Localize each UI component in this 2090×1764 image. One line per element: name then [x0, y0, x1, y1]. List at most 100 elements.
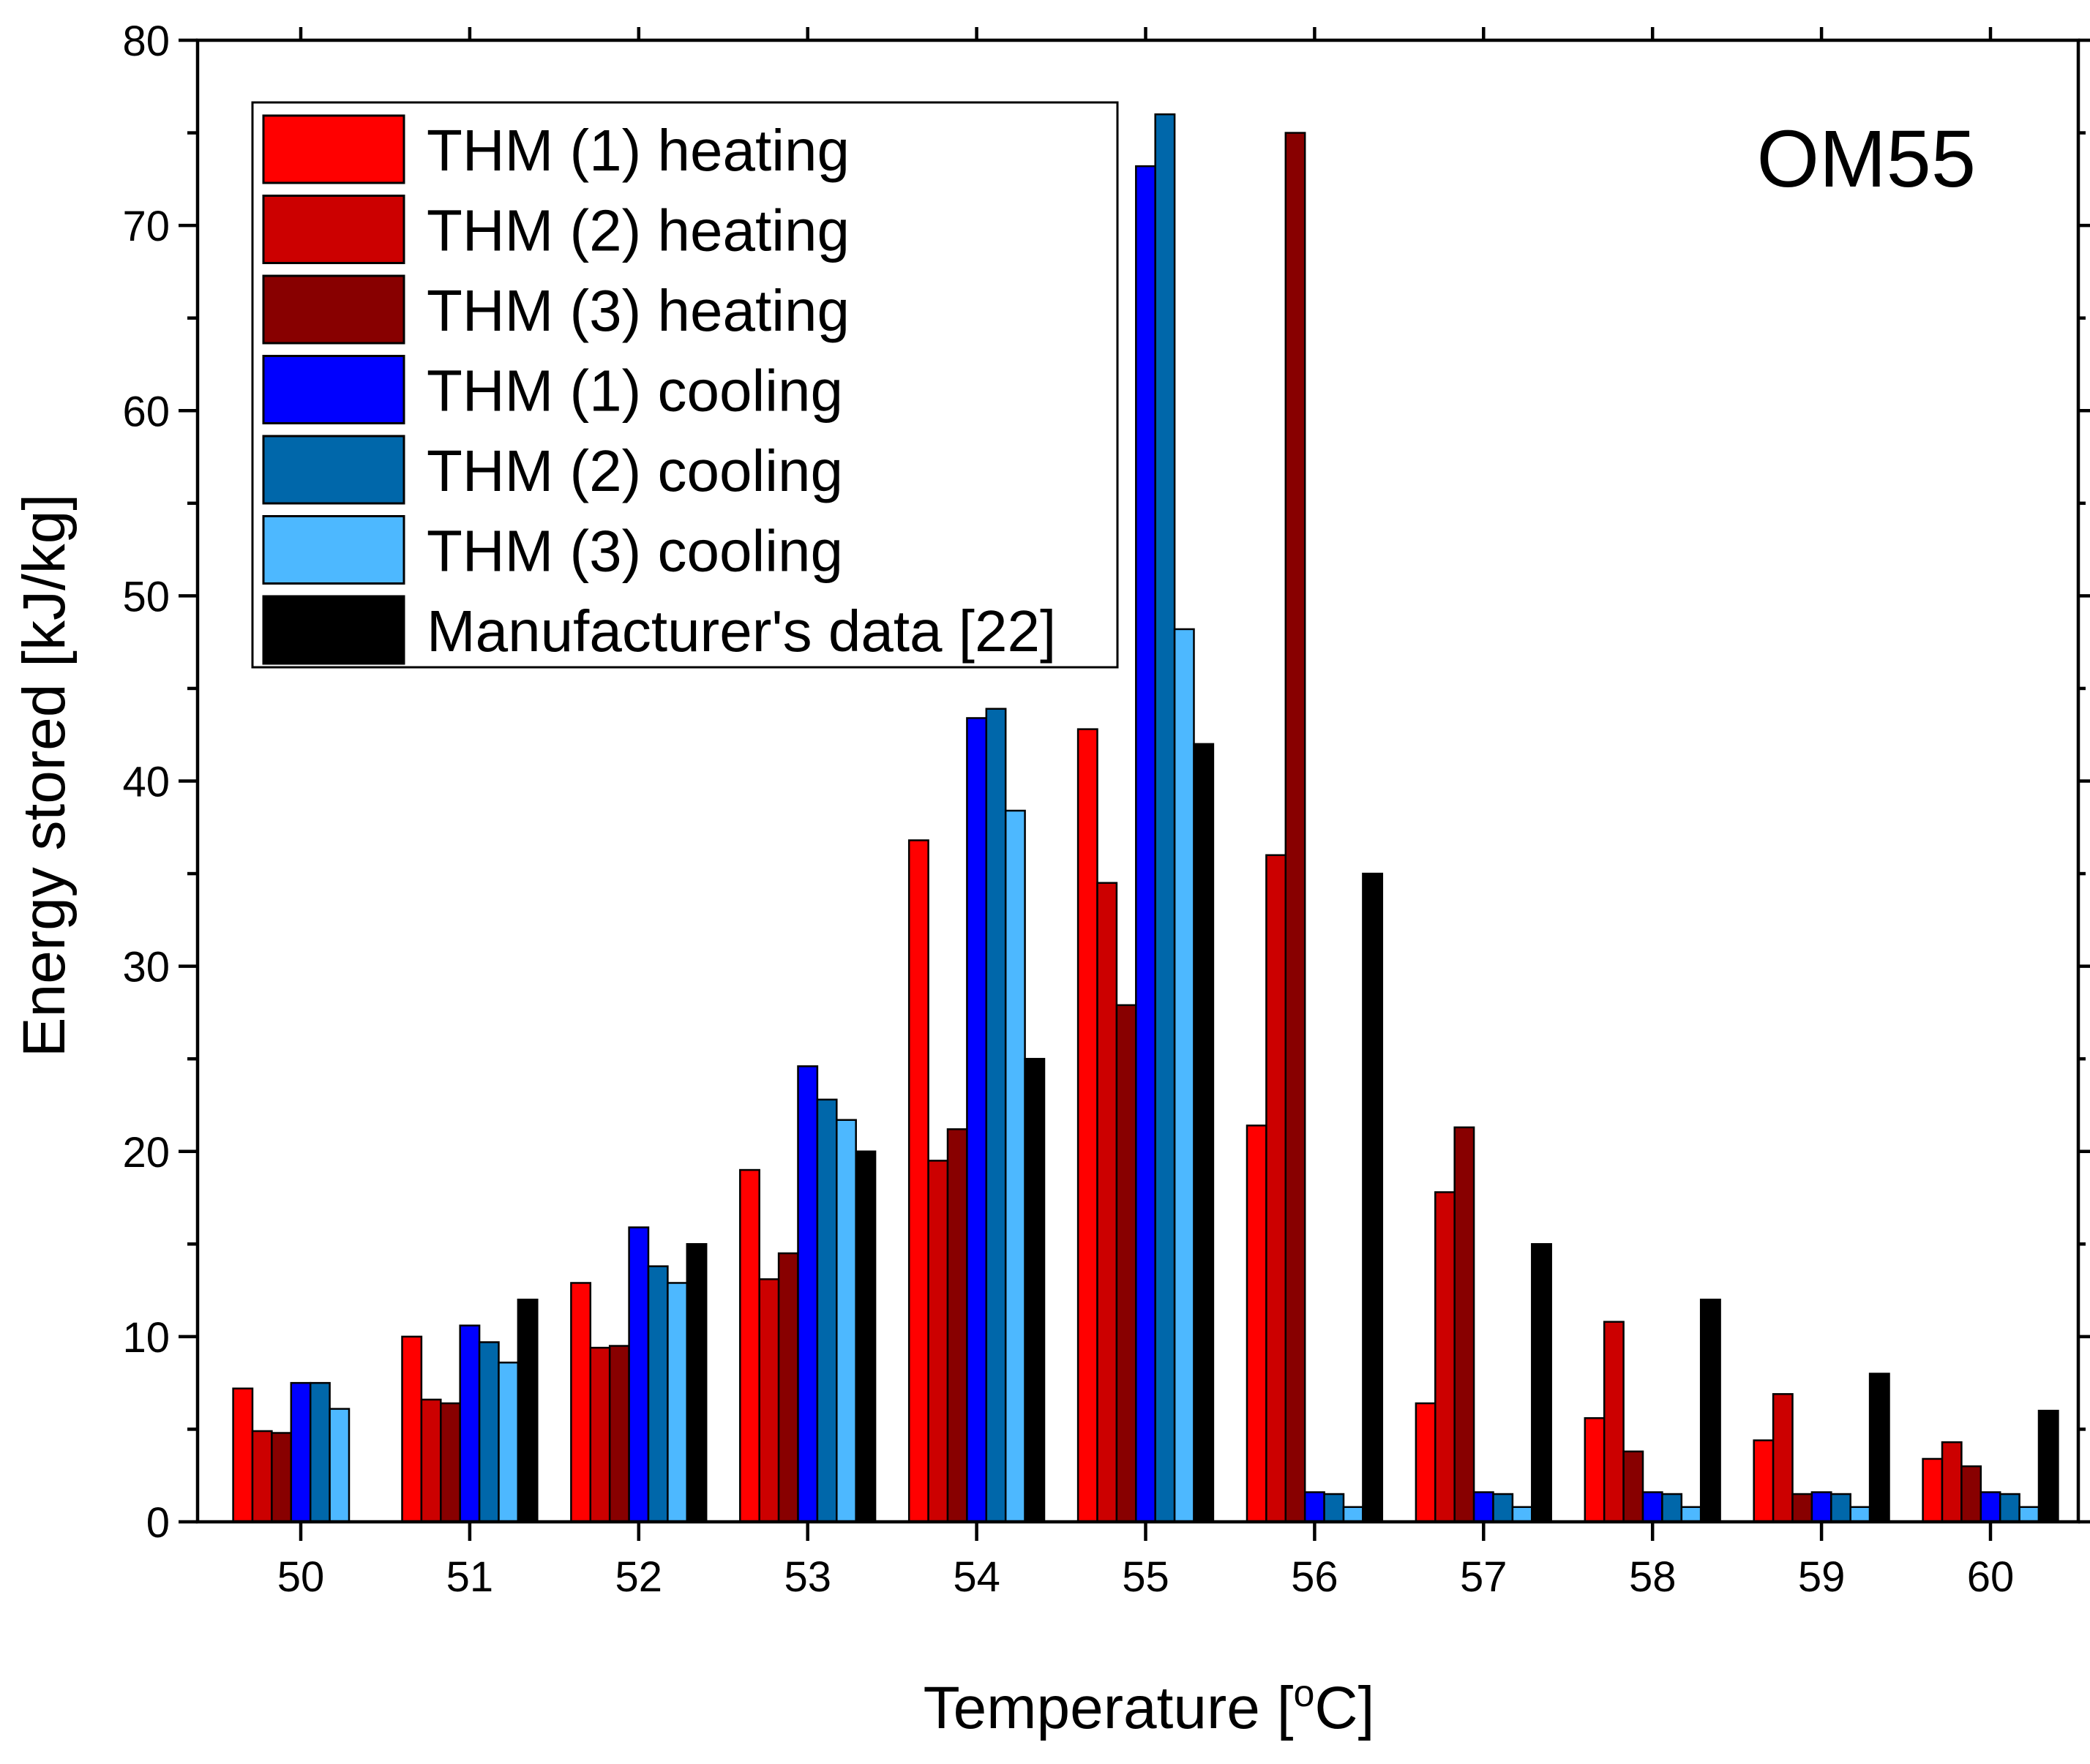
y-tick-label: 60 — [122, 388, 170, 435]
x-tick-label: 56 — [1291, 1553, 1338, 1601]
x-axis-title-main: Temperature [ — [924, 1675, 1294, 1741]
legend-swatch-series-2 — [262, 195, 405, 264]
legend-label-series-5: THM (2) cooling — [427, 438, 843, 503]
bar-53-series-4 — [797, 1065, 819, 1523]
legend-label-series-6: THM (3) cooling — [427, 519, 843, 584]
bar-55-series-3 — [1115, 1004, 1137, 1523]
bar-59-series-3 — [1791, 1493, 1813, 1523]
bar-54-series-6 — [1004, 809, 1026, 1523]
bar-55-series-5 — [1154, 113, 1176, 1523]
bar-55-series-7 — [1193, 743, 1215, 1523]
x-axis-title: Temperature [oC] — [924, 1673, 1375, 1741]
bar-58-series-7 — [1699, 1299, 1721, 1523]
bar-51-series-1 — [401, 1335, 423, 1523]
bar-54-series-1 — [907, 839, 929, 1523]
x-tick-label: 59 — [1798, 1553, 1846, 1601]
bar-57-series-1 — [1415, 1402, 1437, 1523]
x-tick-label: 58 — [1629, 1553, 1677, 1601]
legend-label-series-4: THM (1) cooling — [427, 359, 843, 424]
bar-60-series-2 — [1941, 1441, 1963, 1523]
x-axis-title-superscript: o — [1293, 1673, 1314, 1715]
bar-54-series-3 — [946, 1128, 968, 1523]
bar-52-series-7 — [686, 1243, 708, 1523]
bar-58-series-4 — [1641, 1491, 1663, 1523]
bar-56-series-7 — [1362, 872, 1384, 1523]
bar-53-series-5 — [816, 1098, 838, 1523]
bar-60-series-7 — [2037, 1409, 2059, 1523]
bar-54-series-7 — [1024, 1057, 1046, 1523]
bar-52-series-5 — [647, 1265, 669, 1523]
bar-60-series-1 — [1922, 1457, 1944, 1523]
bar-56-series-1 — [1246, 1125, 1267, 1523]
legend-label-series-3: THM (3) heating — [427, 278, 850, 343]
bar-58-series-2 — [1603, 1321, 1625, 1523]
x-tick-label: 53 — [784, 1553, 831, 1601]
axes-layer: 0 10 20 30 40 50 60 70 80 50 51 52 53 54 55 56 57 58 59 60 — [122, 18, 2090, 1601]
bar-51-series-6 — [498, 1362, 520, 1523]
bar-58-series-3 — [1622, 1450, 1644, 1523]
bar-53-series-7 — [855, 1150, 877, 1523]
legend-label-series-7: Manufacturer's data [22] — [427, 598, 1056, 664]
x-tick-label: 52 — [615, 1553, 663, 1601]
bar-52-series-4 — [628, 1226, 650, 1523]
bar-55-series-2 — [1096, 882, 1118, 1523]
bar-59-series-1 — [1753, 1439, 1775, 1523]
bar-54-series-2 — [927, 1160, 949, 1523]
legend-swatch-series-5 — [262, 435, 405, 505]
x-tick-label: 51 — [446, 1553, 494, 1601]
legend-swatch-series-1 — [262, 114, 405, 184]
bar-52-series-3 — [608, 1345, 630, 1523]
bar-50-series-1 — [232, 1387, 254, 1523]
chart-annotation: OM55 — [1756, 114, 1976, 204]
legend-label-series-2: THM (2) heating — [427, 198, 850, 263]
bar-52-series-6 — [667, 1282, 689, 1523]
bar-57-series-3 — [1453, 1126, 1475, 1523]
bar-50-series-3 — [271, 1432, 293, 1523]
bars-layer — [232, 113, 2059, 1523]
legend-swatch-series-7 — [262, 595, 405, 665]
bar-60-series-5 — [1999, 1493, 2020, 1523]
bar-54-series-4 — [966, 717, 988, 1523]
bar-50-series-6 — [329, 1408, 351, 1523]
bar-50-series-4 — [290, 1381, 312, 1523]
bar-57-series-6 — [1511, 1506, 1533, 1523]
bar-57-series-5 — [1492, 1493, 1514, 1523]
y-tick-label: 80 — [122, 18, 170, 65]
bar-57-series-4 — [1472, 1491, 1494, 1523]
bar-56-series-6 — [1342, 1506, 1364, 1523]
y-tick-label: 30 — [122, 944, 170, 991]
x-tick-label: 55 — [1122, 1553, 1169, 1601]
bar-51-series-2 — [420, 1398, 442, 1523]
bar-51-series-7 — [517, 1299, 539, 1523]
y-tick-label: 40 — [122, 759, 170, 806]
legend-swatch-series-3 — [262, 274, 405, 345]
bar-59-series-5 — [1830, 1493, 1851, 1523]
legend-swatch-series-6 — [262, 515, 405, 585]
bar-57-series-2 — [1434, 1191, 1456, 1523]
bar-60-series-3 — [1960, 1465, 1982, 1523]
y-axis-title: Energy stored [kJ/kg] — [11, 494, 78, 1057]
bar-59-series-2 — [1772, 1393, 1794, 1523]
bar-55-series-1 — [1076, 728, 1098, 1523]
x-axis-title-unit: C] — [1314, 1675, 1374, 1741]
x-tick-label: 54 — [953, 1553, 1000, 1601]
bar-56-series-5 — [1323, 1493, 1345, 1523]
bar-57-series-7 — [1531, 1243, 1552, 1523]
bar-54-series-5 — [985, 708, 1007, 1523]
x-tick-label: 60 — [1967, 1553, 2015, 1601]
bar-53-series-1 — [739, 1168, 760, 1523]
y-tick-label: 20 — [122, 1129, 170, 1176]
bar-58-series-1 — [1584, 1417, 1606, 1523]
legend-label-series-1: THM (1) heating — [427, 118, 850, 183]
bar-58-series-6 — [1680, 1506, 1702, 1523]
bar-51-series-5 — [478, 1341, 500, 1523]
y-tick-label: 70 — [122, 203, 170, 250]
legend-swatch-series-4 — [262, 355, 405, 424]
x-tick-label: 50 — [277, 1553, 325, 1601]
bar-53-series-2 — [758, 1278, 780, 1523]
bar-59-series-7 — [1868, 1373, 1890, 1523]
bar-59-series-4 — [1810, 1491, 1832, 1523]
legend: THM (1) heating THM (2) heating THM (3) he… — [251, 101, 1119, 669]
bar-51-series-3 — [440, 1402, 461, 1523]
y-tick-label: 50 — [122, 573, 170, 620]
